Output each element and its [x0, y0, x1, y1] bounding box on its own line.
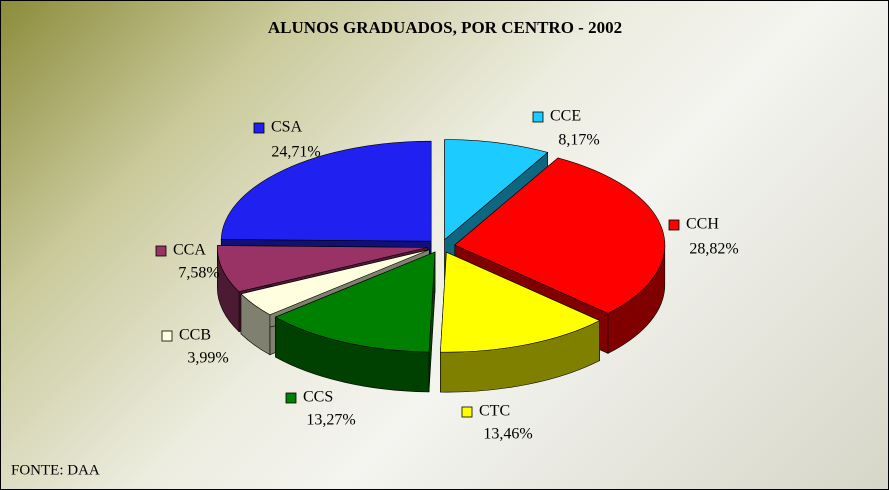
category-label: CSA: [271, 119, 303, 136]
value-label: 13,46%: [483, 426, 532, 443]
slice: [240, 249, 430, 316]
value-label: 24,71%: [271, 144, 320, 161]
value-label: 3,99%: [187, 350, 228, 367]
slice: [454, 157, 666, 314]
value-label: 8,17%: [558, 132, 599, 149]
category-label: CCB: [179, 327, 211, 344]
slice: [274, 251, 436, 353]
category-label: CCH: [686, 216, 719, 233]
value-label: 13,27%: [306, 412, 355, 429]
legend-swatch: [253, 122, 265, 134]
slice: [440, 251, 601, 353]
source-note: FONTE: DAA: [11, 462, 100, 478]
category-label: CCS: [303, 389, 333, 406]
slice: [220, 140, 432, 242]
legend-swatch: [155, 245, 167, 257]
legend-swatch: [285, 392, 297, 404]
slice: [444, 139, 549, 241]
value-label: 7,58%: [178, 265, 219, 282]
category-label: CCE: [550, 108, 581, 125]
legend-swatch: [161, 330, 173, 342]
category-label: CCA: [173, 242, 206, 259]
slice: [217, 245, 428, 293]
value-label: 28,82%: [689, 241, 738, 258]
legend-swatch: [668, 219, 680, 231]
category-label: CTC: [479, 403, 510, 420]
chart-title: ALUNOS GRADUADOS, POR CENTRO - 2002: [268, 18, 622, 37]
legend-swatch: [461, 406, 473, 418]
legend-swatch: [532, 111, 544, 123]
